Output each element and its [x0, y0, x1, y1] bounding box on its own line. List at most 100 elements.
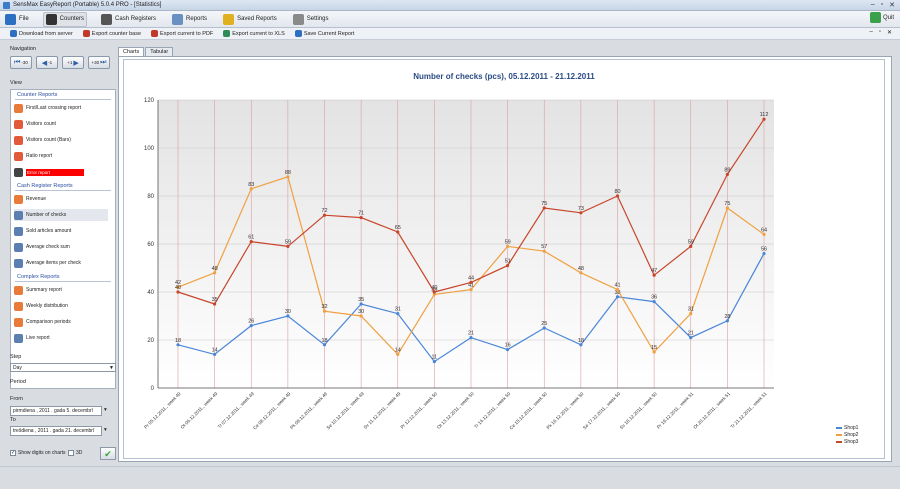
data-label: 56 [761, 247, 767, 253]
menu-cash-registers[interactable]: Cash Registers [99, 12, 158, 27]
data-point [652, 273, 656, 277]
view-item-first-last-crossing-report[interactable]: First/Last crossing report [14, 102, 108, 114]
view-item-label: First/Last crossing report [26, 105, 82, 111]
view-item-average-items-per-check[interactable]: Average items per check [14, 257, 108, 269]
data-point [725, 206, 729, 210]
data-point [213, 352, 217, 356]
toolbar-icon [151, 30, 159, 37]
mdi-minimize-button[interactable]: – [869, 29, 873, 35]
data-label: 18 [321, 338, 327, 344]
y-tick-label: 120 [144, 98, 155, 104]
view-label: View [10, 80, 22, 86]
toolbar-download-from-server-button[interactable]: Download from server [10, 30, 73, 37]
report-icon [14, 151, 23, 161]
data-label: 21 [468, 331, 474, 337]
menu-label: Settings [306, 16, 329, 22]
tab-charts[interactable]: Charts [118, 47, 145, 56]
menu-saved-reports[interactable]: Saved Reports [221, 12, 279, 27]
chart-title: Number of checks (pcs), 05.12.2011 - 21.… [413, 72, 595, 81]
data-point [322, 213, 327, 217]
menu-label: Counters [59, 16, 85, 22]
to-calendar-icon[interactable]: ▾ [104, 427, 107, 433]
data-point [359, 314, 363, 318]
section-divider [15, 281, 111, 282]
data-label: 64 [761, 227, 767, 233]
from-date-picker[interactable]: pirmdiena , 2011 . gada 5. decembrī [10, 406, 102, 416]
data-label: 80 [614, 189, 620, 195]
from-calendar-icon[interactable]: ▾ [104, 407, 107, 413]
data-point [469, 288, 473, 292]
toolbar-export-counter-base-button[interactable]: Export counter base [82, 30, 142, 37]
nav-forward-1-button[interactable]: +1 ▶ [62, 56, 84, 69]
view-item-revenue[interactable]: Revenue [14, 193, 108, 205]
toolbar-save-current-report-button[interactable]: Save Current Report [294, 30, 354, 37]
nav-forward-30-button[interactable]: +30 ⏭ [88, 56, 110, 69]
3d-checkbox[interactable]: 3D [68, 450, 82, 456]
data-point [396, 312, 400, 316]
view-item-average-check-sum[interactable]: Average check sum [14, 241, 108, 253]
data-label: 31 [395, 307, 401, 313]
toolbar-icon [223, 30, 231, 37]
data-label: 42 [175, 280, 181, 286]
data-point [579, 271, 583, 275]
view-item-visitors-count-bars-[interactable]: Visitors count (Bars) [14, 134, 108, 146]
data-point [176, 290, 180, 294]
x-tick-label: Tr 14.12.2011., week 50 [473, 391, 512, 430]
data-point [396, 230, 400, 234]
view-item-visitors-count[interactable]: Visitors count [14, 118, 108, 130]
data-point [615, 288, 620, 292]
toolbar-label: Export counter base [91, 30, 142, 37]
step-select[interactable]: Day ▼ [10, 363, 116, 372]
view-item-comparison-periods[interactable]: Comparison periods [14, 316, 108, 328]
reports-icon [172, 13, 184, 25]
menu-counters[interactable]: Counters [42, 11, 88, 27]
view-item-error-report[interactable]: Error report [14, 166, 108, 178]
data-label: 41 [468, 283, 474, 289]
view-item-sold-articles-amount[interactable]: Sold articles amount [14, 225, 108, 237]
x-tick-label: Se 10.12.2011., week 49 [326, 391, 366, 431]
to-date-picker[interactable]: trešdiena , 2011 . gada 21. decembrī [10, 426, 102, 436]
nav-back-30-button[interactable]: ⏮ -30 [10, 56, 32, 69]
view-item-number-of-checks[interactable]: Number of checks [14, 209, 108, 221]
menu-settings[interactable]: Settings [291, 12, 331, 27]
tab-tabular[interactable]: Tabular [145, 47, 174, 56]
nav-back-1-button[interactable]: ◀ -1 [36, 56, 58, 69]
exit-icon [869, 12, 881, 23]
show-digits-checkbox[interactable]: ✓ Show digits on charts [10, 450, 66, 456]
view-item-ratio-report[interactable]: Ratio report [14, 150, 108, 162]
restore-button[interactable]: ▫ [880, 1, 884, 8]
view-list: Counter Reports First/Last crossing repor… [10, 89, 116, 389]
x-tick-label: Se 17.12.2011., week 50 [582, 391, 622, 431]
toolbar-export-current-to-pdf-button[interactable]: Export current to PDF [151, 30, 213, 37]
mdi-restore-button[interactable]: ▫ [878, 29, 881, 35]
report-icon [14, 119, 23, 129]
view-item-summary-report[interactable]: Summary report [14, 284, 108, 296]
chart-panel: Number of checks (pcs), 05.12.2011 - 21.… [118, 56, 892, 462]
view-item-label: Number of checks [26, 212, 67, 218]
data-point [579, 343, 583, 347]
toolbar: Download from server Export counter base E… [0, 28, 900, 40]
menu-label: Reports [186, 16, 208, 22]
data-point [213, 302, 217, 306]
section-divider [15, 190, 111, 191]
data-point [432, 290, 436, 294]
data-label: 59 [505, 239, 511, 245]
data-point [249, 187, 253, 191]
close-button[interactable]: ✕ [889, 2, 895, 9]
quit-button[interactable]: Quit [869, 12, 894, 23]
x-tick-label: Pr 05.12.2011., week 49 [143, 391, 182, 430]
mdi-close-button[interactable]: ✕ [886, 30, 892, 36]
toolbar-export-current-to-xls-button[interactable]: Export current to XLS [223, 30, 285, 37]
view-item-live-report[interactable]: Live report [14, 332, 108, 344]
menu-reports[interactable]: Reports [170, 12, 209, 27]
to-label: To [10, 417, 16, 423]
minimize-button[interactable]: – [870, 1, 875, 8]
view-item-weekly-distribution[interactable]: Weekly distribution [14, 300, 108, 312]
step-label: Step [10, 354, 22, 360]
data-point [176, 285, 180, 289]
data-point [469, 336, 473, 340]
apply-button[interactable]: ✔ [100, 447, 116, 460]
menu-file[interactable]: File [3, 12, 31, 27]
data-label: 25 [541, 321, 547, 327]
data-point [762, 117, 766, 121]
